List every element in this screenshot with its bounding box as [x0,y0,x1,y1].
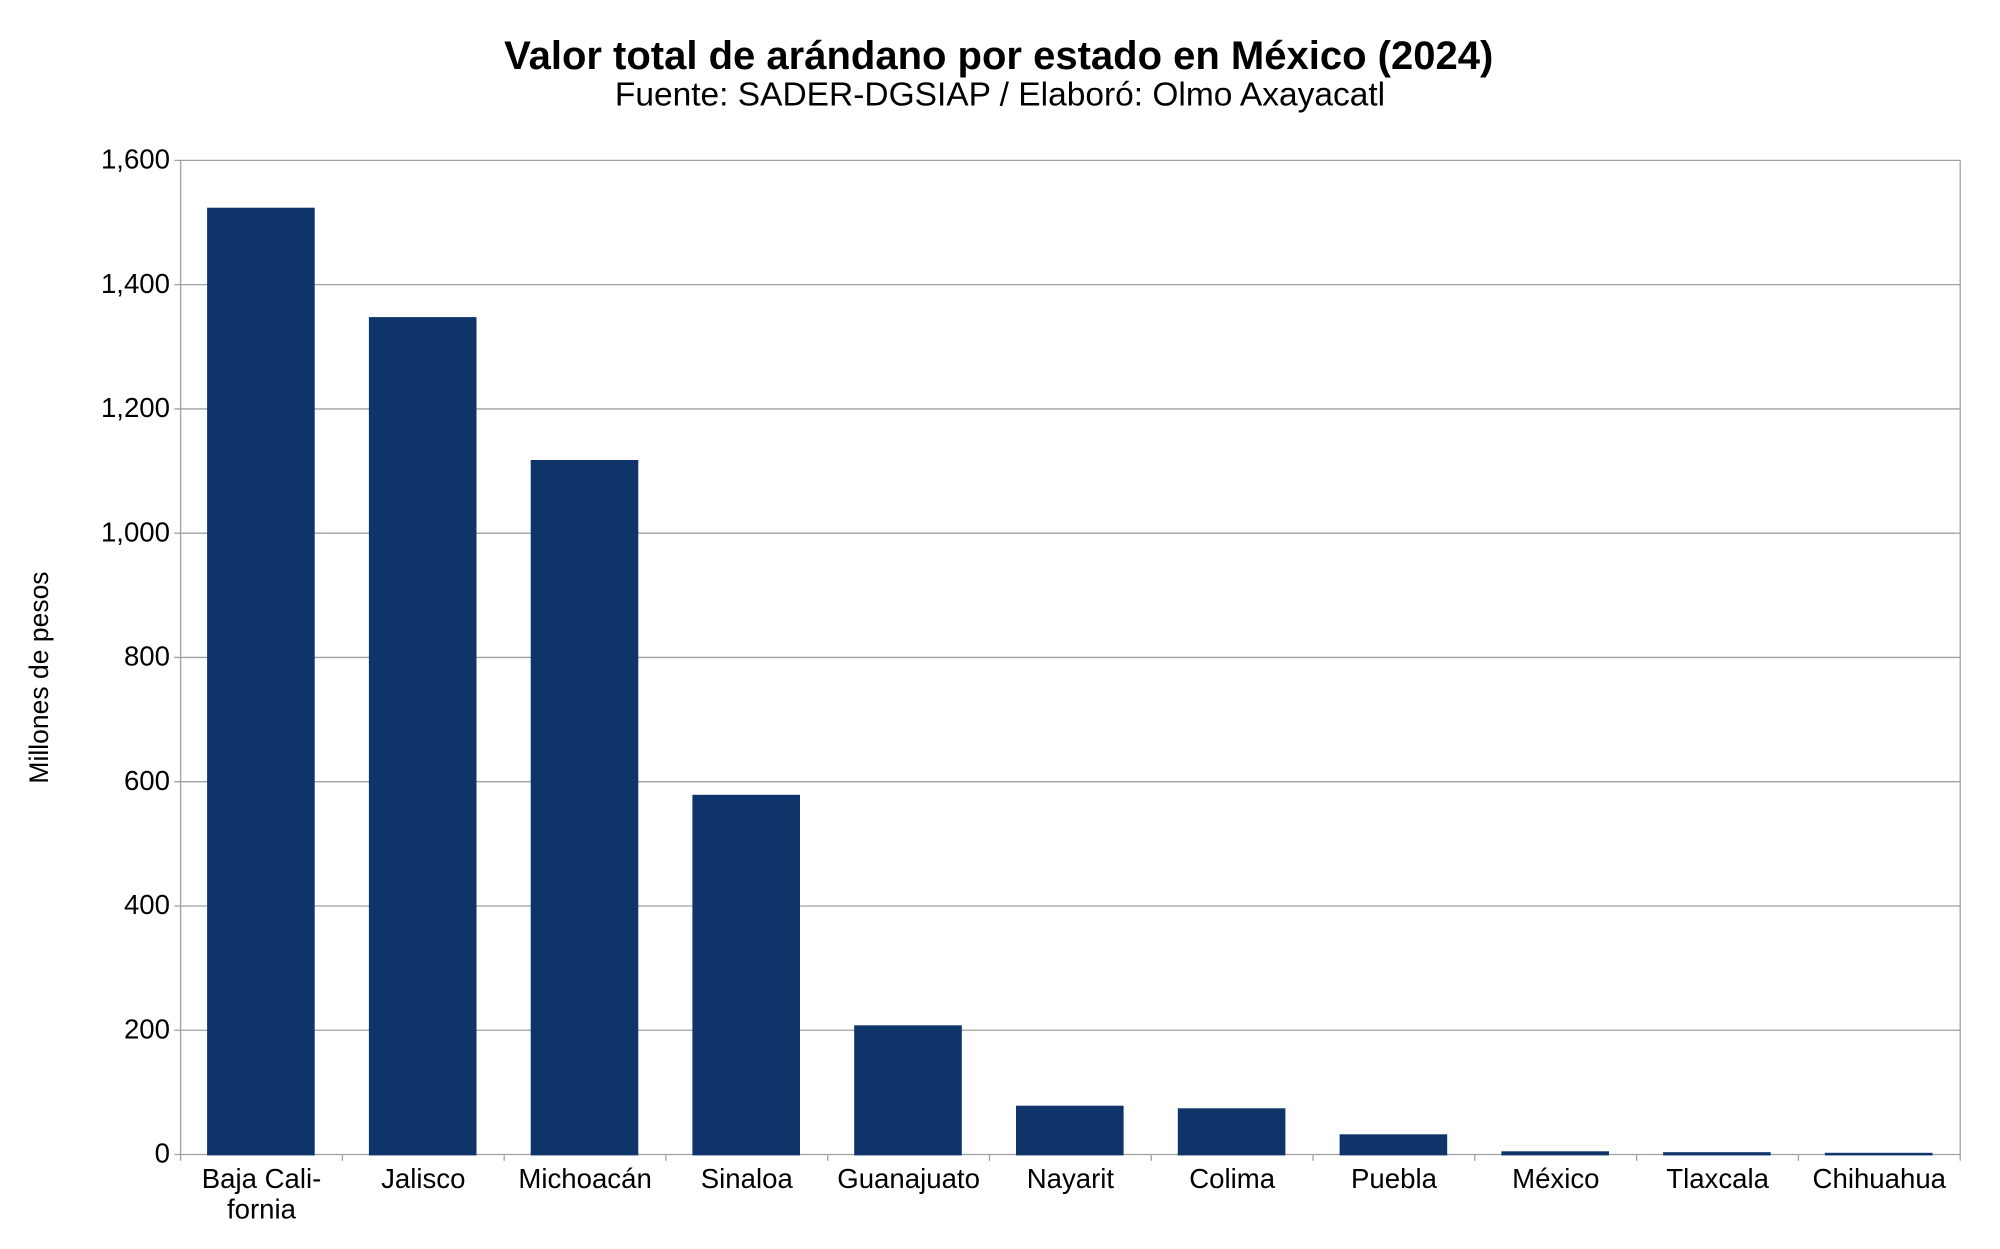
svg-text:Fuente: SADER-DGSIAP / Elaboró: Fuente: SADER-DGSIAP / Elaboró: Olmo Axa… [615,77,1385,114]
svg-text:Jalisco: Jalisco [381,1163,465,1194]
svg-text:fornia: fornia [227,1193,297,1224]
svg-text:Nayarit: Nayarit [1027,1163,1115,1194]
svg-text:1,400: 1,400 [101,268,170,299]
svg-text:600: 600 [124,765,170,796]
svg-text:Sinaloa: Sinaloa [701,1163,794,1194]
svg-text:Tlaxcala: Tlaxcala [1666,1163,1769,1194]
svg-text:Guanajuato: Guanajuato [837,1163,980,1194]
svg-text:1,000: 1,000 [101,516,170,547]
svg-text:1,600: 1,600 [101,144,170,175]
svg-text:Millones de pesos: Millones de pesos [24,571,54,783]
svg-text:Michoacán: Michoacán [518,1163,651,1194]
svg-text:México: México [1512,1163,1599,1194]
svg-text:Baja Cali-: Baja Cali- [202,1163,322,1194]
svg-text:Chihuahua: Chihuahua [1813,1163,1947,1194]
svg-text:800: 800 [124,641,170,672]
svg-text:400: 400 [124,889,170,920]
svg-text:1,200: 1,200 [101,392,170,423]
svg-text:200: 200 [124,1013,170,1044]
svg-text:0: 0 [155,1138,170,1169]
svg-text:Puebla: Puebla [1351,1163,1438,1194]
svg-text:Colima: Colima [1189,1163,1276,1194]
svg-text:Valor total de arándano por es: Valor total de arándano por estado en Mé… [504,34,1493,78]
